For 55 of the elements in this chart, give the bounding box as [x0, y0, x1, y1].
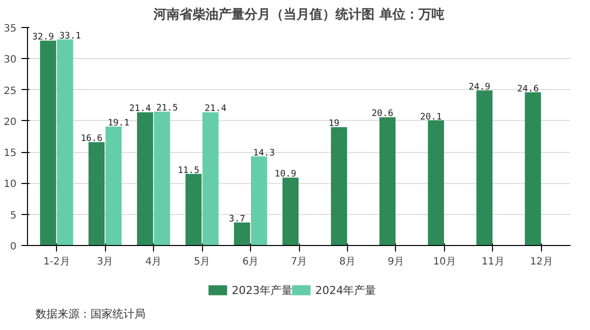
data-label: 33.1	[59, 31, 81, 42]
y-tick-label: 35	[4, 24, 17, 34]
bar	[428, 120, 444, 246]
x-tick-label: 12月	[530, 256, 553, 268]
data-label: 21.4	[204, 104, 226, 114]
data-label: 3.7	[228, 214, 246, 224]
x-tick-label: 8月	[339, 256, 356, 268]
bar	[330, 127, 348, 246]
data-label: 16.6	[80, 134, 102, 144]
bar	[250, 156, 268, 246]
data-label: 24.6	[517, 84, 539, 94]
data-label: 14.3	[253, 148, 275, 158]
bar	[524, 92, 541, 246]
data-label: 20.6	[372, 109, 394, 120]
data-label: 19	[328, 119, 340, 130]
bar	[137, 112, 154, 246]
bar	[185, 174, 202, 246]
data-label: 10.9	[274, 170, 296, 180]
y-tick-label: 0	[10, 242, 17, 252]
x-tick-label: 10月	[433, 256, 456, 268]
x-tick-label: 6月	[242, 256, 259, 268]
data-label: 20.1	[420, 112, 442, 122]
y-tick-label: 5	[10, 210, 17, 222]
x-tick-label: 1-2月	[43, 256, 70, 268]
data-label: 21.4	[129, 104, 151, 114]
y-tick-label: 15	[4, 148, 17, 160]
x-tick-label: 3月	[96, 256, 114, 268]
bar	[476, 90, 493, 246]
x-tick-label: 4月	[145, 256, 162, 268]
data-label: 24.9	[468, 82, 490, 92]
x-tick-label: 7月	[290, 256, 308, 268]
bar	[154, 112, 170, 246]
bar	[202, 112, 219, 246]
legend-label: 2023年产量	[232, 284, 293, 297]
y-tick-label: 25	[4, 86, 17, 97]
data-label: 32.9	[32, 32, 54, 43]
data-label: 11.5	[178, 166, 200, 176]
legend-label: 2024年产量	[315, 284, 376, 297]
bar	[379, 117, 396, 246]
bar	[105, 126, 122, 246]
bar	[57, 39, 74, 246]
y-tick-label: 20	[4, 116, 17, 128]
x-tick-label: 11月	[482, 256, 504, 268]
source-note: 数据来源：国家统计局	[36, 308, 146, 320]
x-tick-label: 9月	[388, 256, 404, 268]
bar	[88, 142, 105, 246]
x-tick-label: 5月	[194, 256, 210, 268]
y-tick-label: 30	[4, 54, 17, 66]
bar	[282, 178, 299, 246]
bar	[234, 222, 250, 246]
data-label: 21.5	[156, 104, 178, 114]
bar	[40, 40, 56, 246]
chart-title: 河南省柴油产量分月（当月值）统计图 单位：万吨	[152, 6, 444, 22]
data-label: 19.1	[108, 118, 130, 129]
y-tick-label: 10	[4, 179, 17, 190]
